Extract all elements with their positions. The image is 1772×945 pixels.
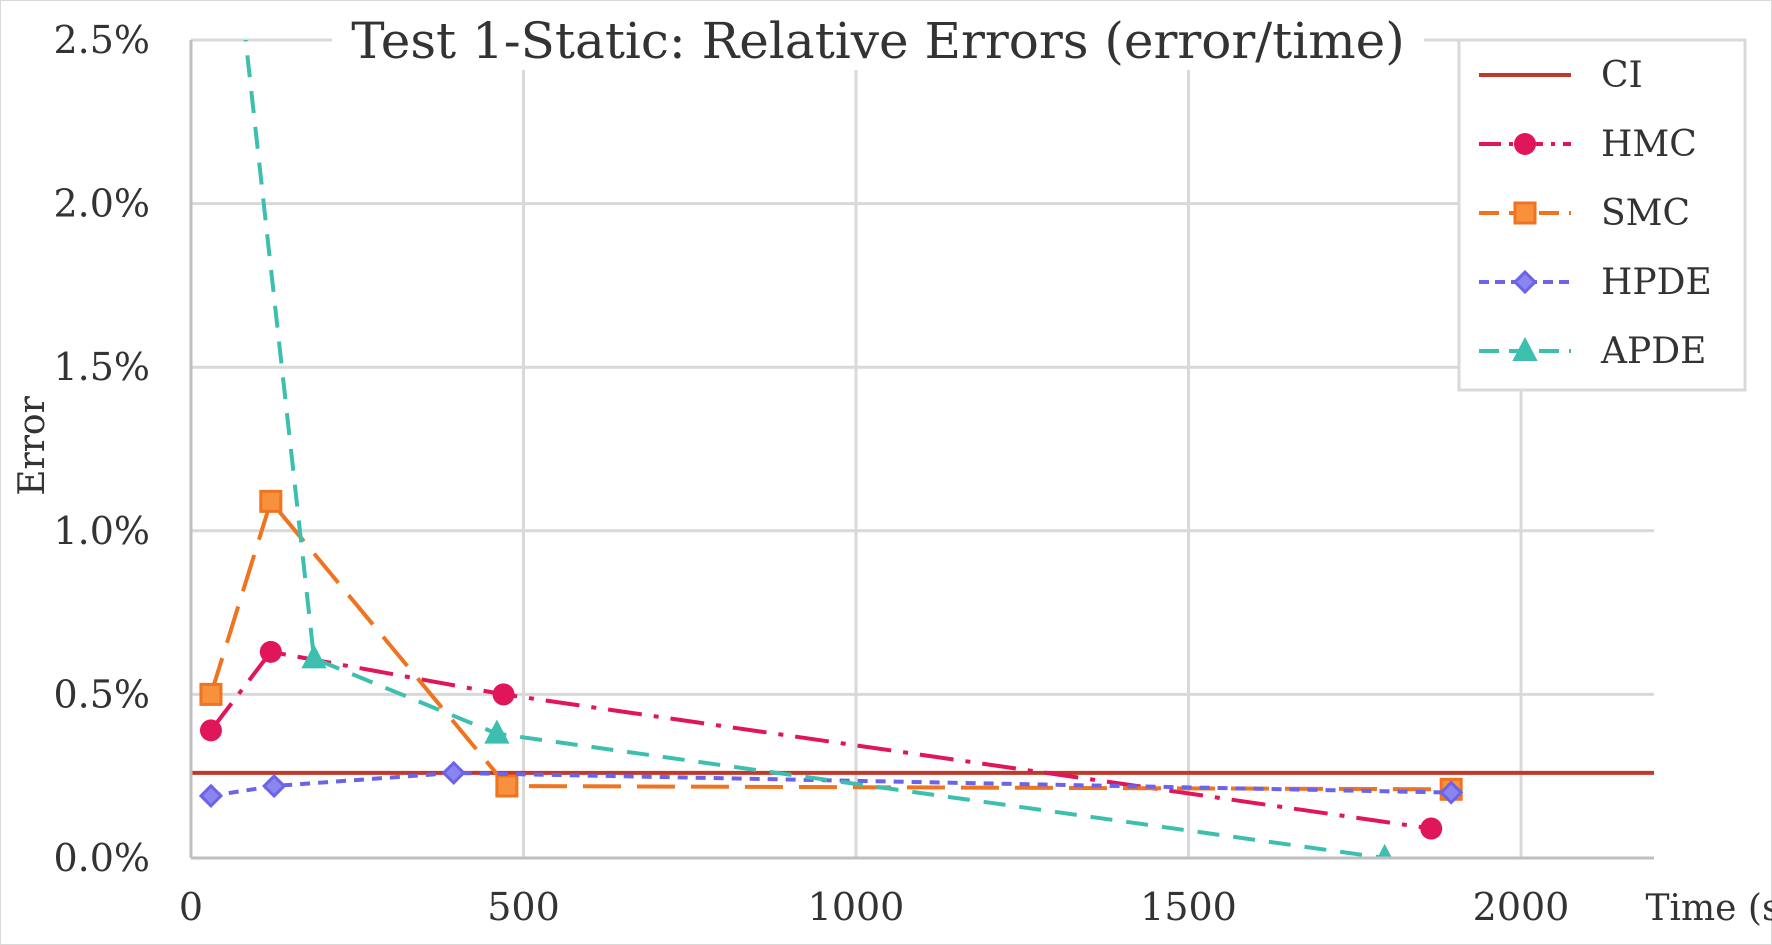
data-point-hpde	[198, 783, 224, 808]
data-point-hmc	[259, 640, 282, 663]
y-tick-label: 0.5%	[53, 672, 150, 716]
data-point-hmc	[492, 683, 515, 706]
legend-box	[1457, 38, 1747, 392]
legend: CI HMC SMC HPDE APDE	[1457, 38, 1747, 392]
legend-marker-hpde	[1512, 269, 1538, 295]
legend-label-ci: CI	[1601, 55, 1643, 96]
y-tick-label: 2.5%	[53, 18, 150, 62]
x-tick-label: 1500	[1140, 885, 1237, 929]
chart-title: Test 1-Static: Relative Errors (error/ti…	[351, 12, 1404, 70]
series-hpde	[198, 760, 1464, 808]
legend-label-apde: APDE	[1600, 331, 1706, 372]
data-point-hpde	[262, 773, 287, 799]
legend-item-apde: APDE	[1479, 331, 1706, 372]
series-line-smc	[209, 497, 1452, 792]
data-point-smc	[259, 489, 283, 513]
y-axis-title: Error	[12, 395, 53, 495]
data-point-hpde	[1439, 780, 1464, 805]
series-layer	[191, 40, 1654, 858]
x-tick-label: 2000	[1473, 885, 1570, 929]
legend-marker-smc	[1513, 201, 1537, 225]
legend-item-smc: SMC	[1479, 193, 1690, 234]
x-axis-title: Time (s)	[1646, 888, 1772, 929]
x-tick-label: 0	[179, 885, 203, 929]
series-line-hmc	[209, 649, 1432, 831]
data-point-apde	[484, 719, 510, 744]
legend-label-hmc: HMC	[1601, 124, 1697, 165]
legend-item-hpde: HPDE	[1479, 262, 1712, 303]
legend-label-smc: SMC	[1601, 193, 1690, 234]
y-tick-label: 0.0%	[53, 836, 150, 880]
series-line-apde	[243, 40, 1385, 858]
legend-label-hpde: HPDE	[1601, 262, 1712, 303]
title-background	[332, 8, 1424, 70]
y-tick-label: 2.0%	[53, 182, 150, 226]
y-tick-label: 1.0%	[53, 509, 150, 553]
data-point-hpde	[441, 760, 466, 786]
x-tick-label: 500	[487, 885, 560, 929]
data-point-smc	[495, 774, 519, 798]
x-tick-label: 1000	[808, 885, 905, 929]
legend-item-ci: CI	[1479, 55, 1643, 96]
data-point-hmc	[1420, 817, 1443, 840]
legend-marker-apde	[1512, 336, 1538, 361]
y-tick-label: 1.5%	[53, 345, 150, 389]
series-line-hpde	[210, 770, 1452, 798]
legend-marker-hmc	[1514, 133, 1536, 155]
legend-item-hmc: HMC	[1479, 124, 1697, 165]
axes: 0.0% 0.5% 1.0% 1.5% 2.0% 2.5% 0 500 1000 1500 2000	[53, 18, 1654, 929]
data-point-smc	[199, 682, 223, 706]
series-hmc	[199, 640, 1443, 840]
data-point-hmc	[199, 719, 222, 742]
data-point-apde	[301, 644, 327, 669]
